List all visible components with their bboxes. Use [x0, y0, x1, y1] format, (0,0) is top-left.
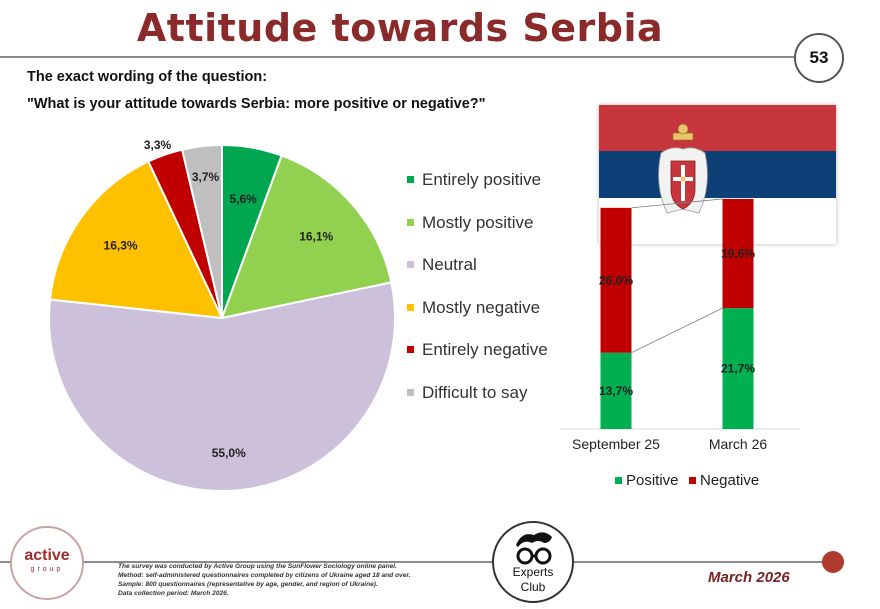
bar-segment [600, 207, 632, 353]
legend-swatch [407, 303, 414, 311]
series-line [631, 198, 723, 209]
legend-swatch [407, 346, 414, 353]
pie-data-label: 3,3% [144, 138, 172, 152]
footer-divider [0, 561, 830, 563]
x-tick-label: March 26 [709, 436, 768, 452]
bar-segment [722, 308, 754, 429]
x-tick-label: September 25 [572, 436, 660, 452]
legend-swatch [689, 477, 696, 484]
legend-label: Positive [626, 472, 679, 489]
question-text: "What is your attitude towards Serbia: m… [27, 96, 486, 112]
pie-data-label: 16,1% [299, 230, 333, 244]
legend-label: Entirely negative [422, 340, 548, 359]
survey-footnote: The survey was conducted by Active Group… [118, 562, 410, 598]
footer-dot [822, 551, 844, 573]
legend-label: Entirely positive [422, 170, 542, 189]
page-title: Attitude towards Serbia [136, 6, 664, 50]
pie-slice [48, 160, 224, 320]
active-group-logo: active group [10, 526, 84, 600]
bar-data-label: 21,7% [721, 362, 755, 376]
question-label: The exact wording of the question: [27, 69, 268, 85]
legend-swatch [615, 477, 622, 484]
pie-data-label: 16,3% [104, 239, 138, 253]
glasses-face-icon [516, 532, 552, 565]
report-date: March 2026 [708, 569, 790, 586]
legend-swatch [407, 261, 414, 268]
legend-swatch [407, 388, 414, 396]
coat-of-arms-icon [658, 123, 708, 214]
logo-text: active [24, 547, 70, 564]
legend-label: Mostly negative [422, 297, 541, 317]
serbia-flag [599, 105, 836, 244]
experts-club-logo: Experts Club [492, 521, 574, 603]
bar-data-label: 13,7% [599, 384, 633, 398]
bar-data-label: 26,0% [599, 273, 633, 287]
legend-label: Neutral [422, 255, 477, 274]
pie-data-label: 55,0% [212, 446, 246, 460]
experts-text: Experts [512, 565, 554, 579]
footnote-line: Method: self-administered questionnaires… [118, 572, 411, 579]
pie-data-label: 3,7% [192, 170, 220, 184]
pie-data-label: 5,6% [230, 192, 258, 206]
pie-slice [48, 281, 396, 492]
logo-subtext: group [30, 566, 64, 573]
legend-label: Mostly positive [422, 212, 534, 232]
bar-segment [722, 198, 754, 309]
series-line [631, 307, 723, 354]
footnote-line: Data collection period: March 2026. [118, 590, 229, 597]
pie-slice [220, 154, 393, 320]
header-divider [0, 56, 795, 58]
legend-swatch [407, 218, 414, 226]
legend-swatch [407, 176, 414, 183]
pie-slice [180, 143, 223, 319]
bar-segment [600, 352, 632, 429]
page-number-badge: 53 [794, 33, 844, 83]
legend-label: Negative [700, 472, 760, 489]
footnote-line: Sample: 800 questionnaires (representati… [118, 581, 378, 588]
legend-label: Difficult to say [422, 382, 528, 402]
footnote-line: The survey was conducted by Active Group… [118, 563, 397, 570]
club-text: Club [520, 580, 546, 594]
bar-data-label: 19,6% [721, 247, 755, 261]
